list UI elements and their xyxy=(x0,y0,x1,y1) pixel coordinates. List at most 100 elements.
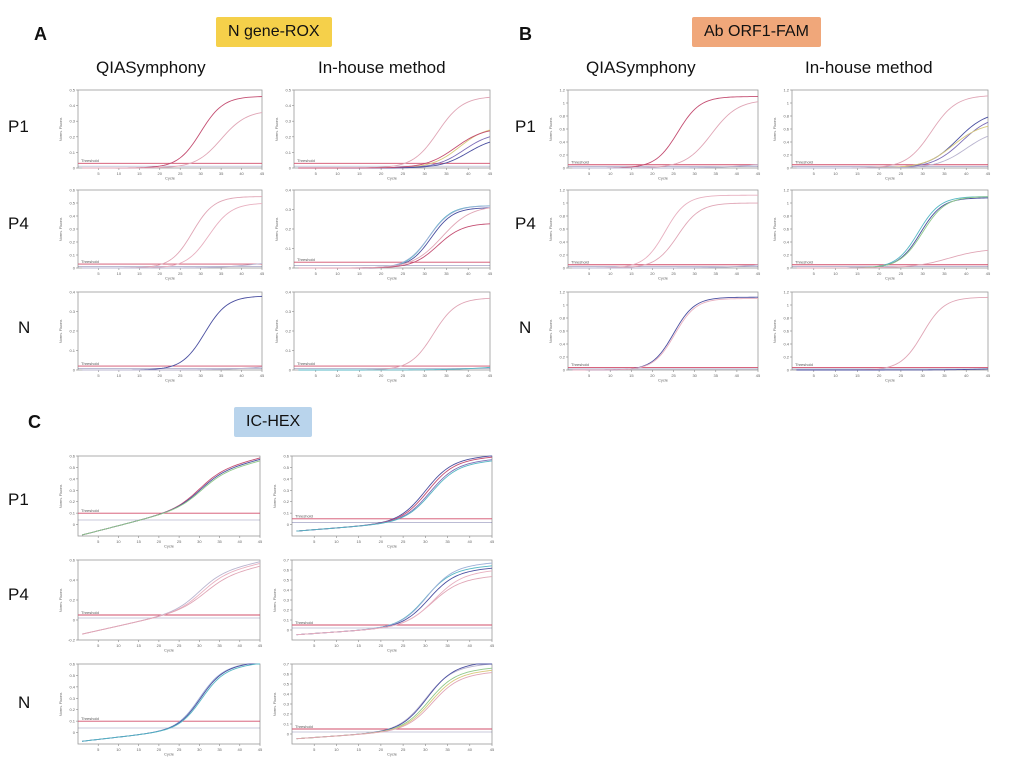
x-axis-label: Cycle xyxy=(658,276,669,281)
y-axis-label: Norm. Fluoro. xyxy=(772,117,777,141)
y-tick-label: 0.8 xyxy=(559,316,565,321)
amplification-curve xyxy=(81,663,260,742)
x-tick-label: 35 xyxy=(714,171,719,176)
y-tick-label: 1 xyxy=(563,303,566,308)
x-tick-label: 20 xyxy=(158,271,163,276)
y-tick-label: 0.2 xyxy=(69,598,75,603)
plot-frame xyxy=(293,291,491,371)
plot-a-inhouse-p1: 5 10 15 20 25 30 35 40 45 0 0.1 0.2 0.3 0.4 0.5 Cycle No… xyxy=(274,88,493,181)
x-tick-label: 30 xyxy=(197,643,202,648)
x-axis-label: Cycle xyxy=(658,378,669,383)
x-tick-label: 15 xyxy=(855,373,860,378)
x-tick-label: 40 xyxy=(238,747,243,752)
y-tick-label: 0 xyxy=(73,618,76,623)
y-tick-label: 0.5 xyxy=(283,682,289,687)
y-tick-label: 0.4 xyxy=(559,240,565,245)
y-tick-label: 0.6 xyxy=(559,329,565,334)
y-tick-label: 0.2 xyxy=(283,499,289,504)
amplification-curve xyxy=(796,249,989,269)
x-tick-label: 35 xyxy=(444,171,449,176)
threshold-label: Threshold xyxy=(795,160,813,165)
panel-b-row-p4: P4 xyxy=(515,214,536,233)
plot-b-qiasymphony-p1: 5 10 15 20 25 30 35 40 45 0 0.2 0.4 0.6 0.8 1 1.2 Cycle N… xyxy=(548,88,761,181)
x-tick-label: 25 xyxy=(899,171,904,176)
x-tick-label: 10 xyxy=(335,373,340,378)
plot-a-qiasymphony-n: 5 10 15 20 25 30 35 40 45 0 0.1 0.2 0.3 0.4 Cycle Norm.… xyxy=(58,290,265,383)
x-tick-label: 5 xyxy=(97,747,100,752)
y-tick-label: 0.4 xyxy=(283,692,289,697)
y-tick-label: 0.1 xyxy=(283,618,289,623)
x-tick-label: 20 xyxy=(157,539,162,544)
plot-b-qiasymphony-n: 5 10 15 20 25 30 35 40 45 0 0.2 0.4 0.6 0.8 1 1.2 Cycle N… xyxy=(548,290,761,383)
x-tick-label: 20 xyxy=(157,643,162,648)
y-axis-label: Norm. Fluoro. xyxy=(548,217,553,241)
x-tick-label: 45 xyxy=(488,171,493,176)
y-tick-label: 1 xyxy=(563,101,566,106)
y-tick-label: 0.4 xyxy=(69,684,75,689)
y-tick-label: 0.4 xyxy=(783,240,789,245)
panel-c-row-p1: P1 xyxy=(8,490,29,509)
x-axis-label: Cycle xyxy=(387,276,398,281)
x-axis-label: Cycle xyxy=(885,378,896,383)
y-tick-label: 0 xyxy=(73,166,76,171)
y-tick-label: 0.2 xyxy=(283,712,289,717)
x-tick-label: 20 xyxy=(157,747,162,752)
panel-b-col-inhouse: In-house method xyxy=(805,58,933,77)
x-axis-label: Cycle xyxy=(885,276,896,281)
x-axis-label: Cycle xyxy=(387,648,398,653)
plot-c-qiasymphony-n: 5 10 15 20 25 30 35 40 45 0 0.1 0.2 0.3 0.4 0.5 0.6 Cycl… xyxy=(58,662,263,757)
plot-frame xyxy=(77,189,263,269)
y-tick-label: 0.1 xyxy=(283,511,289,516)
plot-frame xyxy=(77,291,263,371)
x-axis-label: Cycle xyxy=(885,176,896,181)
x-tick-label: 30 xyxy=(422,373,427,378)
y-tick-label: 0.2 xyxy=(285,227,291,232)
y-tick-label: 0.2 xyxy=(559,355,565,360)
x-tick-label: 40 xyxy=(735,373,740,378)
x-tick-label: 15 xyxy=(357,271,362,276)
x-tick-label: 5 xyxy=(313,539,316,544)
threshold-label: Threshold xyxy=(295,620,313,625)
x-tick-label: 10 xyxy=(833,373,838,378)
y-tick-label: 1 xyxy=(787,201,790,206)
x-axis-label: Cycle xyxy=(387,378,398,383)
y-tick-label: 0.5 xyxy=(69,88,75,93)
x-tick-label: 45 xyxy=(258,747,263,752)
x-tick-label: 10 xyxy=(116,539,121,544)
y-tick-label: 0 xyxy=(787,368,790,373)
x-tick-label: 15 xyxy=(136,539,141,544)
x-tick-label: 5 xyxy=(315,171,318,176)
x-axis-label: Cycle xyxy=(164,648,175,653)
x-tick-label: 35 xyxy=(942,373,947,378)
y-tick-label: 0.8 xyxy=(783,316,789,321)
x-axis-label: Cycle xyxy=(164,752,175,757)
y-axis-label: Norm. Fluoro. xyxy=(772,319,777,343)
x-tick-label: 35 xyxy=(714,271,719,276)
y-tick-label: 0.6 xyxy=(783,227,789,232)
y-axis-label: Norm. Fluoro. xyxy=(58,319,63,343)
x-axis-label: Cycle xyxy=(387,752,398,757)
y-tick-label: 0 xyxy=(563,368,566,373)
y-tick-label: 0.7 xyxy=(283,662,289,667)
x-tick-label: 15 xyxy=(136,747,141,752)
x-tick-label: 40 xyxy=(239,373,244,378)
y-tick-label: 1 xyxy=(787,101,790,106)
y-tick-label: 0.2 xyxy=(69,707,75,712)
y-axis-label: Norm. Fluoro. xyxy=(772,217,777,241)
y-tick-label: 0.1 xyxy=(69,511,75,516)
y-axis-label: Norm. Fluoro. xyxy=(274,117,279,141)
threshold-label: Threshold xyxy=(571,362,589,367)
x-tick-label: 25 xyxy=(178,373,183,378)
y-axis-label: Norm. Fluoro. xyxy=(58,117,63,141)
x-tick-label: 30 xyxy=(197,747,202,752)
x-tick-label: 30 xyxy=(198,373,203,378)
y-tick-label: 0 xyxy=(787,166,790,171)
plot-a-qiasymphony-p1: 5 10 15 20 25 30 35 40 45 0 0.1 0.2 0.3 0.4 0.5 Cycle No… xyxy=(58,88,265,181)
y-tick-label: 0.8 xyxy=(783,214,789,219)
panel-c-letter: C xyxy=(28,412,41,432)
y-tick-label: 0 xyxy=(73,730,76,735)
y-tick-label: 0.4 xyxy=(285,188,291,193)
plot-b-inhouse-p4: 5 10 15 20 25 30 35 40 45 0 0.2 0.4 0.6 0.8 1 1.2 Cycle N… xyxy=(772,188,991,281)
amplification-curve xyxy=(82,112,263,169)
x-tick-label: 45 xyxy=(490,539,495,544)
